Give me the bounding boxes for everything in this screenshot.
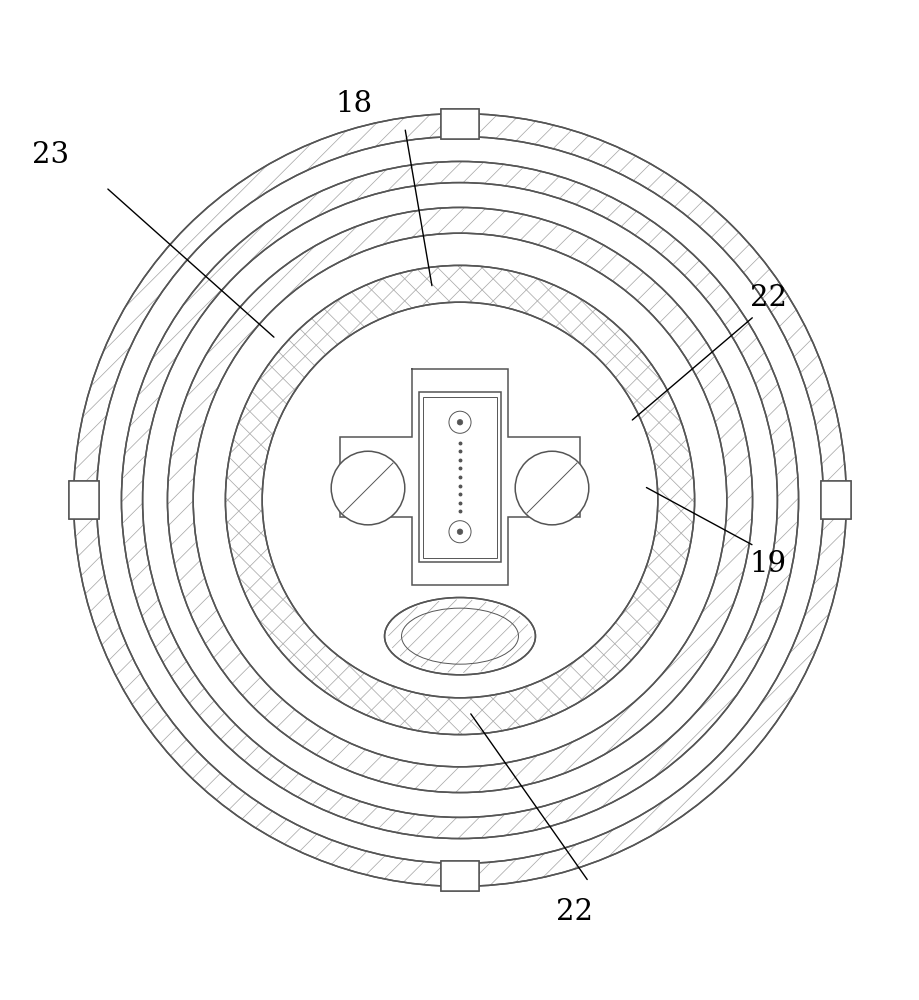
Text: 18: 18	[335, 90, 372, 118]
Bar	[440, 109, 479, 139]
Circle shape	[167, 207, 752, 793]
Circle shape	[515, 451, 588, 525]
Bar	[440, 861, 479, 891]
Circle shape	[193, 233, 726, 767]
Circle shape	[225, 265, 694, 735]
Polygon shape	[340, 369, 579, 585]
Bar	[69, 481, 99, 519]
Text: 22: 22	[749, 284, 786, 312]
Bar	[412, 369, 507, 585]
Ellipse shape	[384, 598, 535, 675]
Circle shape	[121, 161, 798, 839]
Circle shape	[262, 302, 657, 698]
Circle shape	[96, 137, 823, 863]
Bar	[69, 481, 99, 519]
Bar	[820, 481, 850, 519]
Text: 19: 19	[749, 550, 786, 578]
Circle shape	[142, 183, 777, 817]
Text: 23: 23	[32, 141, 69, 169]
Circle shape	[193, 233, 726, 767]
Circle shape	[448, 521, 471, 543]
Bar	[418, 392, 501, 562]
Circle shape	[448, 411, 471, 433]
Circle shape	[457, 420, 462, 425]
Circle shape	[331, 451, 404, 525]
Text: 22: 22	[556, 898, 593, 926]
Circle shape	[74, 114, 845, 886]
Circle shape	[457, 529, 462, 534]
Bar	[440, 861, 479, 891]
Bar	[423, 396, 496, 557]
Bar	[820, 481, 850, 519]
Bar	[340, 437, 579, 517]
Bar	[440, 109, 479, 139]
